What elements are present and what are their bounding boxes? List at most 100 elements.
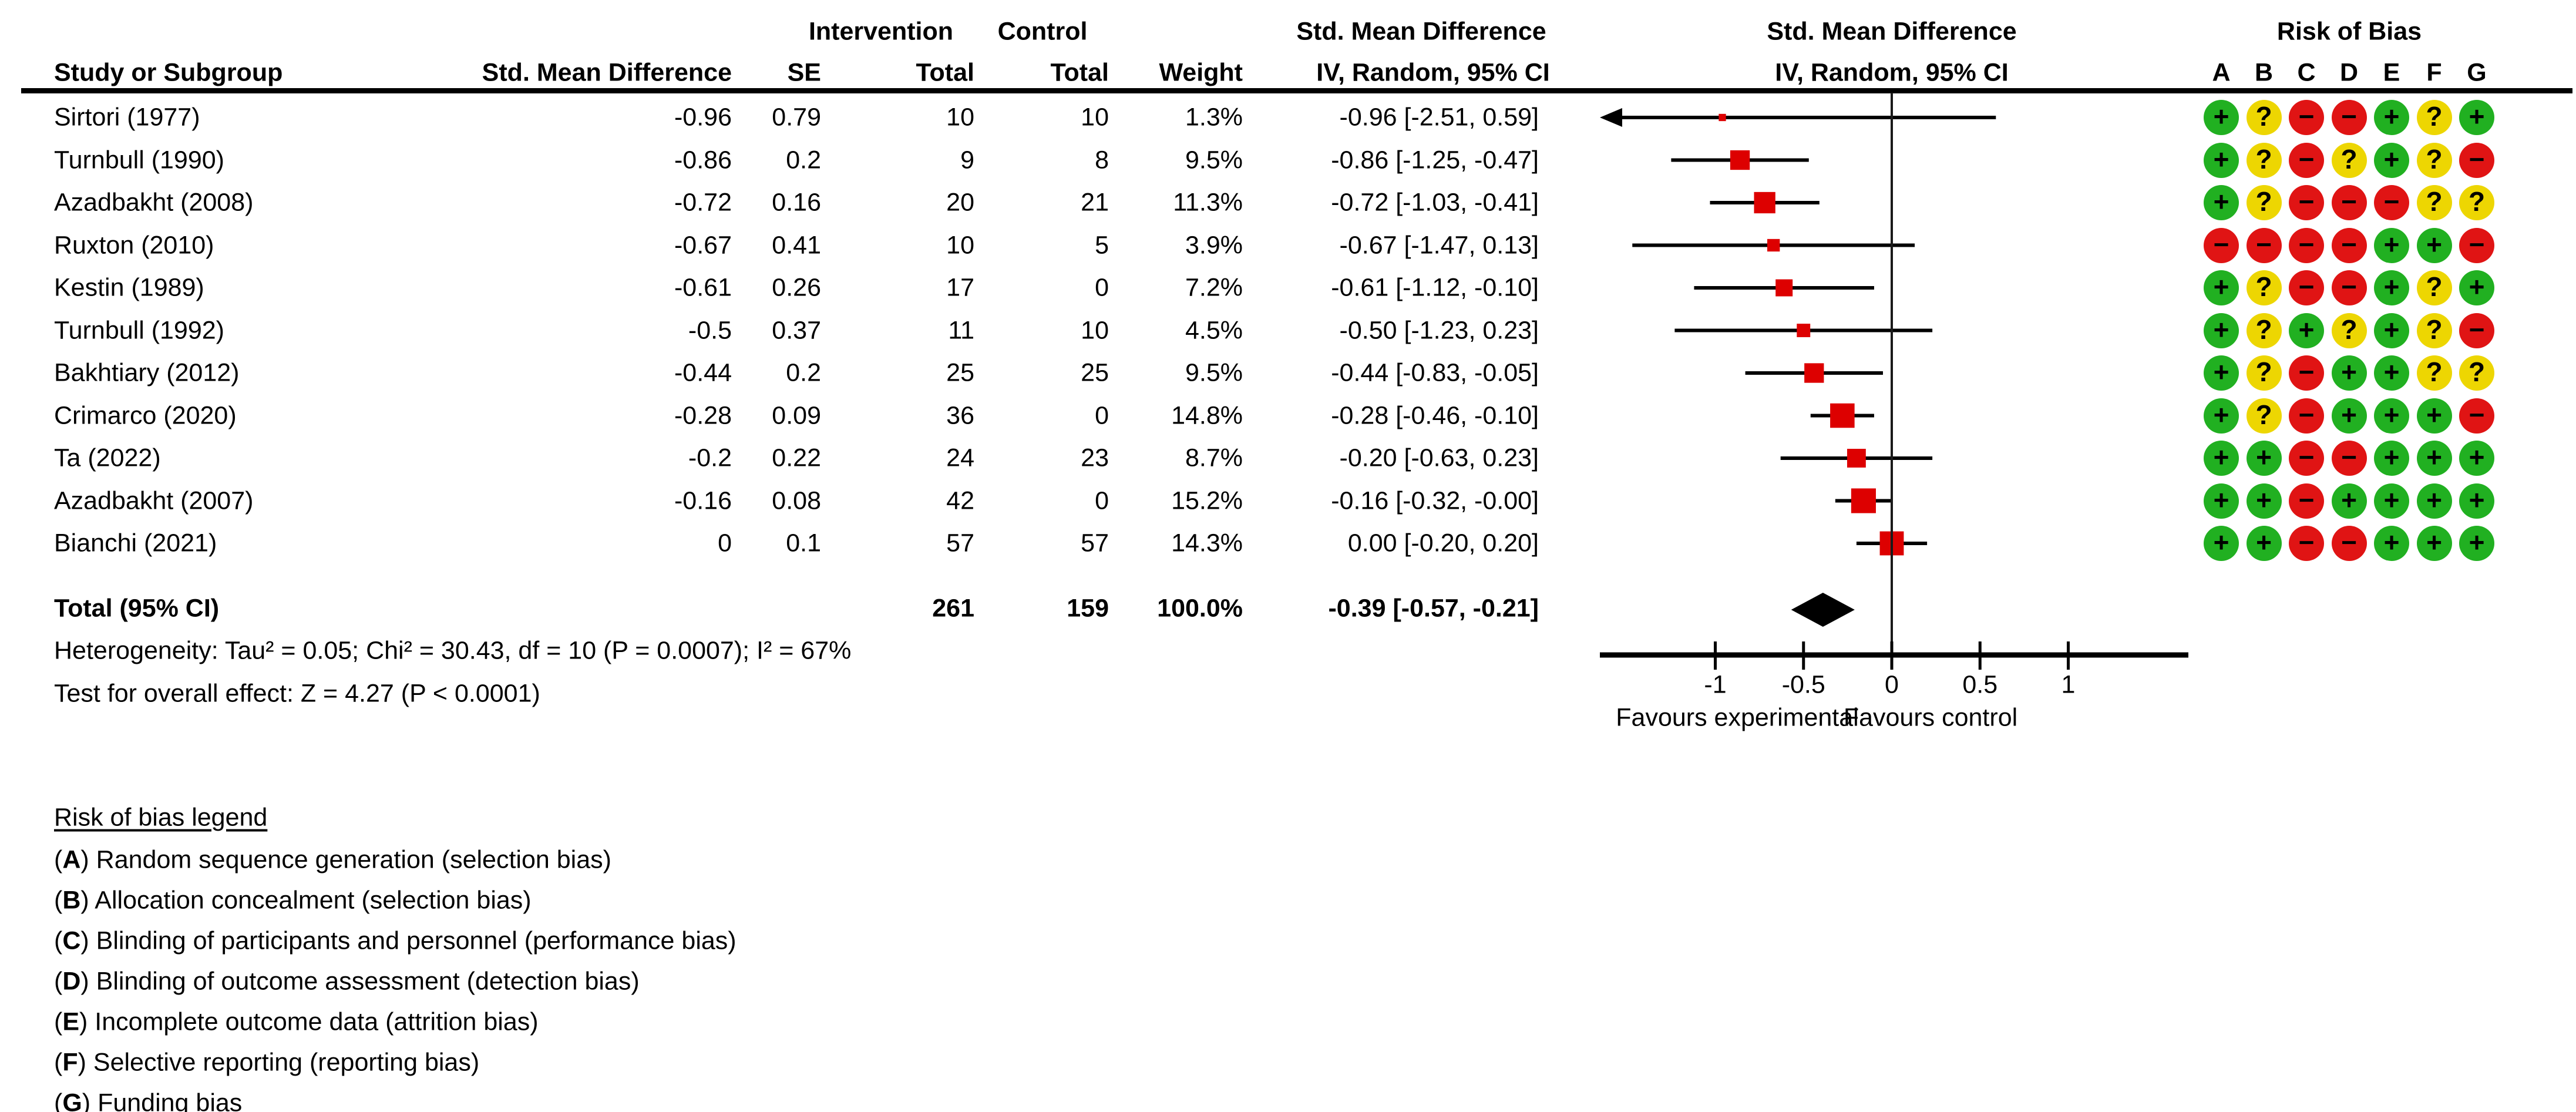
- rob-symbol: −: [2469, 399, 2485, 430]
- rob-circle-E: +: [2374, 313, 2409, 348]
- rob-symbol: +: [2213, 484, 2229, 515]
- rob-circle-E: +: [2374, 100, 2409, 135]
- rob-circle-E: +: [2374, 398, 2409, 434]
- study-se: 0.2: [786, 146, 821, 174]
- rob-symbol: +: [2256, 484, 2272, 515]
- axis-tick-label: 0: [1885, 670, 1899, 699]
- rob-circle-D: ?: [2331, 313, 2367, 348]
- legend-paren: [54, 846, 62, 874]
- study-ci-text: -0.50 [-1.23, 0.23]: [1339, 316, 1539, 344]
- study-name: Azadbakht (2007): [54, 486, 254, 515]
- study-ci-text: -0.44 [-0.83, -0.05]: [1331, 358, 1539, 387]
- rob-symbol: −: [2341, 442, 2357, 472]
- rob-circle-B: ?: [2246, 270, 2282, 305]
- study-weight: 8.7%: [1185, 444, 1243, 472]
- study-ci-text: -0.28 [-0.46, -0.10]: [1331, 401, 1539, 429]
- rob-circle-G: ?: [2459, 185, 2494, 220]
- study-ci-text: -0.20 [-0.63, 0.23]: [1339, 444, 1539, 472]
- rob-symbol: ?: [2255, 357, 2272, 387]
- rob-circle-E: +: [2374, 483, 2409, 519]
- rob-symbol: +: [2213, 143, 2229, 174]
- study-smd: 0: [718, 529, 732, 557]
- total-ci-text: -0.39 [-0.57, -0.21]: [1328, 594, 1539, 623]
- col-header-intervention: Intervention: [808, 17, 954, 46]
- rob-circle-C: −: [2289, 526, 2324, 561]
- study-name: Kestin (1989): [54, 273, 204, 302]
- rob-letter-2: C: [2297, 58, 2316, 87]
- study-weight: 3.9%: [1185, 231, 1243, 259]
- rob-letter-4: E: [2383, 58, 2400, 87]
- study-ci-text: -0.86 [-1.25, -0.47]: [1331, 146, 1539, 174]
- rob-circle-C: −: [2289, 270, 2324, 305]
- rob-circle-C: −: [2289, 185, 2324, 220]
- study-smd: -0.61: [674, 273, 732, 302]
- legend-paren: [78, 1049, 93, 1077]
- rob-letter-5: F: [2426, 58, 2442, 87]
- rob-circle-B: ?: [2246, 398, 2282, 434]
- total-intervention-n: 261: [932, 594, 974, 623]
- rob-symbol: −: [2298, 101, 2315, 132]
- col-header-weight: Weight: [1159, 58, 1243, 87]
- rob-circle-G: −: [2459, 313, 2494, 348]
- effect-square: [1767, 238, 1780, 252]
- rob-circle-C: −: [2289, 227, 2324, 263]
- rob-circle-E: +: [2374, 270, 2409, 305]
- legend-text: Incomplete outcome data (attrition bias): [95, 1007, 539, 1036]
- rob-circle-F: +: [2416, 526, 2452, 561]
- legend-text: Random sequence generation (selection bi…: [96, 845, 611, 874]
- rob-symbol: +: [2383, 229, 2400, 260]
- study-smd: -0.5: [688, 316, 732, 344]
- rob-symbol: +: [2341, 357, 2357, 387]
- effect-square: [1847, 449, 1866, 468]
- rob-circle-A: −: [2204, 227, 2239, 263]
- rob-circle-A: +: [2204, 313, 2239, 348]
- study-name: Turnbull (1992): [54, 316, 224, 344]
- total-label: Total (95% CI): [54, 594, 220, 623]
- rob-symbol: ?: [2255, 399, 2272, 430]
- total-control-n: 159: [1067, 594, 1109, 623]
- study-weight: 14.8%: [1171, 401, 1243, 429]
- rob-circle-D: −: [2331, 227, 2367, 263]
- study-total-control: 5: [1095, 231, 1109, 259]
- study-weight: 9.5%: [1185, 146, 1243, 174]
- rob-circle-B: +: [2246, 483, 2282, 519]
- study-se: 0.16: [772, 188, 821, 217]
- study-name: Turnbull (1990): [54, 146, 224, 174]
- study-total-control: 0: [1095, 401, 1109, 429]
- rob-symbol: +: [2213, 101, 2229, 132]
- col-header-smd-text: Std. Mean Difference: [1296, 17, 1546, 46]
- rob-circle-D: −: [2331, 270, 2367, 305]
- study-ci-text: -0.16 [-0.32, -0.00]: [1331, 486, 1539, 515]
- rob-letter-3: D: [2339, 58, 2359, 87]
- rob-symbol: +: [2469, 271, 2485, 302]
- rob-symbol: +: [2383, 314, 2400, 345]
- study-smd: -0.44: [674, 358, 732, 387]
- study-total-intervention: 10: [946, 231, 974, 259]
- rob-symbol: +: [2469, 442, 2485, 472]
- header-divider-rule: [21, 88, 2572, 93]
- study-smd: -0.28: [674, 401, 732, 429]
- rob-circle-F: ?: [2416, 270, 2452, 305]
- study-se: 0.22: [772, 444, 821, 472]
- effect-square: [1730, 150, 1750, 170]
- rob-symbol: ?: [2426, 314, 2443, 345]
- study-total-intervention: 10: [946, 103, 974, 132]
- legend-letter: G: [62, 1089, 82, 1112]
- rob-circle-C: +: [2289, 313, 2324, 348]
- rob-symbol: −: [2298, 143, 2315, 174]
- study-total-intervention: 25: [946, 358, 974, 387]
- rob-symbol: +: [2383, 484, 2400, 515]
- rob-circle-D: −: [2331, 185, 2367, 220]
- rob-circle-A: +: [2204, 142, 2239, 178]
- col-header-total-control: Total: [1050, 58, 1109, 87]
- study-ci-text: -0.61 [-1.12, -0.10]: [1331, 273, 1539, 302]
- study-total-intervention: 57: [946, 529, 974, 557]
- legend-text: Selective reporting (reporting bias): [93, 1048, 480, 1077]
- rob-circle-C: −: [2289, 100, 2324, 135]
- rob-legend-title: Risk of bias legend: [54, 803, 268, 832]
- study-se: 0.79: [772, 103, 821, 132]
- study-weight: 4.5%: [1185, 316, 1243, 344]
- study-total-intervention: 11: [948, 316, 974, 344]
- rob-circle-A: +: [2204, 270, 2239, 305]
